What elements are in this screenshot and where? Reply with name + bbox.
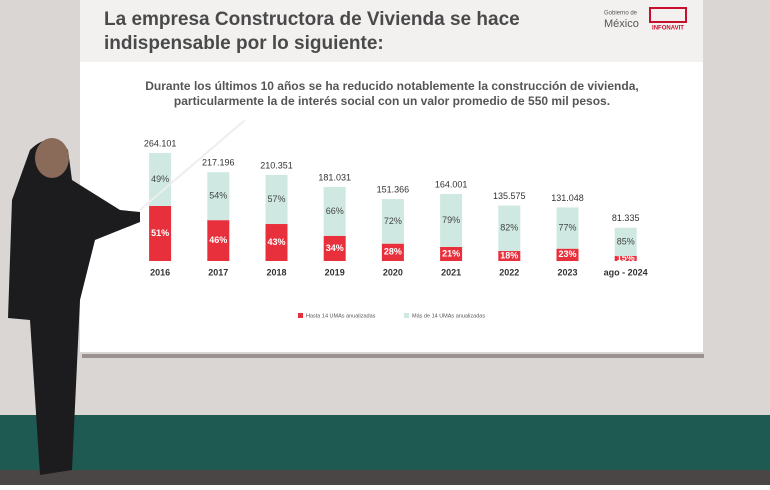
data-label: 51%	[151, 228, 169, 238]
data-label: 46%	[209, 235, 227, 245]
logo-mark	[649, 7, 687, 23]
presenter-head	[35, 138, 69, 178]
total-label: 151.366	[377, 184, 410, 194]
data-label: 15%	[617, 253, 635, 263]
data-label: 54%	[209, 191, 227, 201]
presenter	[8, 140, 140, 475]
total-label: 217.196	[202, 158, 235, 168]
bar-segment	[265, 224, 288, 261]
data-label: 18%	[500, 250, 518, 260]
subtitle-line: particularmente la de interés social con…	[174, 94, 610, 108]
bar-segment	[614, 227, 637, 257]
x-tick-label: 2022	[499, 267, 519, 277]
total-label: 135.575	[493, 191, 526, 201]
floor	[0, 470, 770, 485]
bar-segment	[149, 153, 172, 206]
bar-segment	[381, 199, 404, 244]
chart: 51% 49% 264.101 2016 46% 54% 217.196 2017 43% 57%…	[144, 138, 648, 319]
bar-segment	[207, 172, 230, 221]
legend-label: Más de 14 UMAs anualizadas	[412, 313, 485, 319]
total-label: 131.048	[551, 193, 584, 203]
data-label: 49%	[151, 174, 169, 184]
total-label: 210.351	[260, 160, 293, 170]
logo-text: México	[604, 18, 639, 30]
x-tick-label: 2019	[325, 267, 345, 277]
data-label: 57%	[267, 194, 285, 204]
data-label: 21%	[442, 248, 460, 258]
bar-segment	[556, 207, 579, 249]
data-label: 43%	[267, 237, 285, 247]
legend-label: Hasta 14 UMAs anualizadas	[306, 313, 376, 319]
x-tick-label: 2021	[441, 267, 461, 277]
data-label: 82%	[500, 223, 518, 233]
bar-segment	[498, 205, 521, 252]
bar-segment	[556, 248, 579, 261]
x-tick-label: 2017	[208, 267, 228, 277]
teal-strip	[0, 415, 770, 470]
title-line: indispensable por lo siguiente:	[104, 33, 384, 54]
total-label: 181.031	[318, 172, 351, 182]
legend-swatch	[298, 313, 303, 318]
data-label: 85%	[617, 236, 635, 246]
bar-segment	[440, 193, 463, 247]
data-label: 72%	[384, 216, 402, 226]
total-label: 164.001	[435, 179, 468, 189]
bar-segment	[614, 256, 637, 261]
x-tick-label: 2023	[557, 267, 577, 277]
slide-header	[80, 0, 703, 62]
data-label: 66%	[326, 206, 344, 216]
bar-segment	[381, 243, 404, 261]
x-tick-label: ago - 2024	[604, 267, 648, 277]
bar-segment	[265, 174, 288, 225]
bar-segment	[207, 220, 230, 261]
bar-segment	[323, 235, 346, 261]
data-label: 23%	[558, 249, 576, 259]
x-tick-label: 2016	[150, 267, 170, 277]
subtitle-line: Durante los últimos 10 años se ha reduci…	[145, 79, 638, 93]
x-tick-label: 2020	[383, 267, 403, 277]
bar-segment	[440, 246, 463, 261]
x-tick-label: 2018	[266, 267, 286, 277]
logo-text: INFONAVIT	[652, 26, 684, 32]
legend-swatch	[404, 313, 409, 318]
data-label: 77%	[558, 222, 576, 232]
bar-segment	[149, 205, 172, 261]
logo-text: Gobierno de	[604, 11, 638, 17]
data-label: 28%	[384, 247, 402, 257]
title-line: La empresa Constructora de Vivienda se h…	[104, 9, 520, 30]
bar-segment	[498, 251, 521, 261]
data-label: 79%	[442, 215, 460, 225]
pointer	[139, 119, 246, 211]
data-label: 34%	[326, 243, 344, 253]
screen-edge	[82, 354, 704, 358]
bar-segment	[323, 186, 346, 236]
total-label: 81.335	[612, 213, 640, 223]
total-label: 264.101	[144, 138, 177, 148]
